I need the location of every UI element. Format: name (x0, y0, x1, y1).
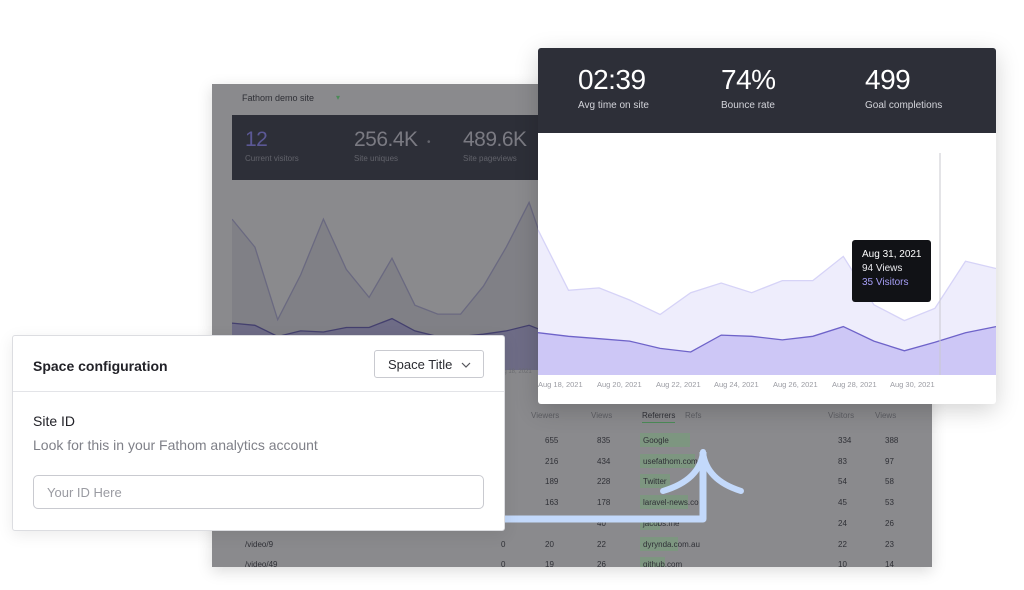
page-views: 178 (597, 498, 611, 508)
page-uniques: 0 (501, 560, 506, 567)
back-chart-date: Aug 18, 2021 (496, 369, 532, 375)
page-path[interactable]: /video/49 (245, 560, 278, 567)
x-tick-label: Aug 18, 2021 (538, 380, 583, 389)
visitors-series-area (538, 326, 996, 375)
stat-avg-time: 02:39 Avg time on site (578, 64, 649, 112)
referrer-views: 97 (885, 456, 894, 466)
referrer-views: 26 (885, 518, 894, 528)
page-views: 228 (597, 477, 611, 487)
page-viewers: 189 (545, 477, 559, 487)
referrer-views: 53 (885, 498, 894, 508)
referrer-views: 14 (885, 560, 894, 567)
site-id-help: Look for this in your Fathom analytics a… (33, 437, 318, 453)
tab-refs[interactable]: Refs (685, 411, 702, 420)
panel-header: Space configuration Space Title (13, 336, 504, 392)
referrer-visitors: 22 (838, 539, 847, 549)
tooltip-date: Aug 31, 2021 (862, 249, 922, 260)
referrer-bar (640, 536, 678, 551)
x-tick-label: Aug 22, 2021 (656, 380, 701, 389)
referrer-name[interactable]: dyrynda.com.au (643, 539, 700, 549)
referrer-bar (640, 433, 690, 447)
x-tick-label: Aug 24, 2021 (714, 380, 759, 389)
x-tick-label: Aug 30, 2021 (890, 380, 935, 389)
tooltip-visitors: 35 Visitors (862, 277, 909, 288)
dot-separator-icon: • (427, 137, 431, 148)
page-viewers: 163 (545, 498, 559, 508)
stat-site-pageviews: 489.6K Site pageviews (463, 128, 527, 163)
page-viewers: 20 (545, 539, 554, 549)
referrer-name[interactable]: usefathom.com (643, 456, 698, 466)
referrer-name[interactable]: laravel-news.co (643, 498, 699, 508)
col-viewers[interactable]: Viewers (531, 411, 560, 420)
chart-tooltip: Aug 31, 2021 94 Views 35 Visitors (852, 240, 931, 302)
col-visitors[interactable]: Visitors (828, 411, 855, 420)
front-chart-card: 02:39 Avg time on site 74% Bounce rate 4… (538, 48, 996, 404)
referrer-visitors: 83 (838, 456, 847, 466)
space-configuration-panel: Space configuration Space Title Site ID … (12, 335, 505, 531)
page-views: 835 (597, 436, 611, 445)
page-viewers: 655 (545, 436, 559, 445)
stat-current-visitors: 12 Current visitors (245, 128, 299, 163)
front-stats-bar: 02:39 Avg time on site 74% Bounce rate 4… (538, 48, 996, 133)
page-views: 26 (597, 560, 606, 567)
page-viewers: 19 (545, 560, 554, 567)
x-tick-label: Aug 26, 2021 (773, 380, 818, 389)
views-series-line (538, 229, 996, 322)
referrer-visitors: 24 (838, 518, 847, 528)
referrer-name[interactable]: jacobs.me (643, 518, 680, 528)
x-tick-label: Aug 28, 2021 (832, 380, 877, 389)
referrer-views: 58 (885, 477, 894, 487)
page-uniques: 0 (501, 539, 506, 549)
views-series-area (538, 229, 996, 375)
page-viewers: 216 (545, 456, 559, 466)
col-views[interactable]: Views (591, 411, 613, 420)
page-views: 40 (597, 518, 606, 528)
referrer-views: 23 (885, 539, 894, 549)
space-title-select[interactable]: Space Title (374, 350, 484, 378)
site-id-input[interactable] (33, 475, 484, 509)
referrer-visitors: 10 (838, 560, 847, 567)
referrer-views: 388 (885, 436, 899, 445)
back-views-series-line (232, 200, 552, 322)
x-tick-label: Aug 20, 2021 (597, 380, 642, 389)
stat-bounce-rate: 74% Bounce rate (721, 64, 776, 112)
referrer-bar (640, 557, 665, 567)
chevron-down-icon (461, 362, 471, 368)
stat-site-uniques: 256.4K Site uniques (354, 128, 418, 163)
col-ref-views[interactable]: Views (875, 411, 897, 420)
visitors-series-line (538, 325, 996, 353)
referrer-name[interactable]: Twitter (643, 477, 667, 487)
site-id-label: Site ID (33, 413, 76, 429)
back-visitors-series-line (232, 317, 552, 338)
stat-goal-completions: 499 Goal completions (865, 64, 943, 112)
tab-referrers[interactable]: Referrers (642, 411, 676, 423)
referrer-visitors: 45 (838, 498, 847, 508)
page-views: 22 (597, 539, 606, 549)
tooltip-views: 94 Views (862, 263, 903, 274)
front-area-chart[interactable] (538, 133, 996, 404)
referrer-visitors: 334 (838, 436, 852, 445)
referrer-name[interactable]: github.com (643, 560, 683, 567)
referrer-visitors: 54 (838, 477, 847, 487)
panel-title: Space configuration (33, 358, 168, 374)
chevron-down-icon[interactable]: ▾ (336, 93, 341, 102)
page-views: 434 (597, 456, 611, 466)
back-views-series-area (232, 202, 552, 370)
referrer-name[interactable]: Google (643, 436, 669, 445)
back-stats-bar: 12 Current visitors 256.4K Site uniques … (232, 115, 552, 180)
page-path[interactable]: /video/9 (245, 539, 274, 549)
space-select-value: Space Title (388, 357, 453, 372)
site-selector[interactable]: Fathom demo site (242, 93, 315, 103)
